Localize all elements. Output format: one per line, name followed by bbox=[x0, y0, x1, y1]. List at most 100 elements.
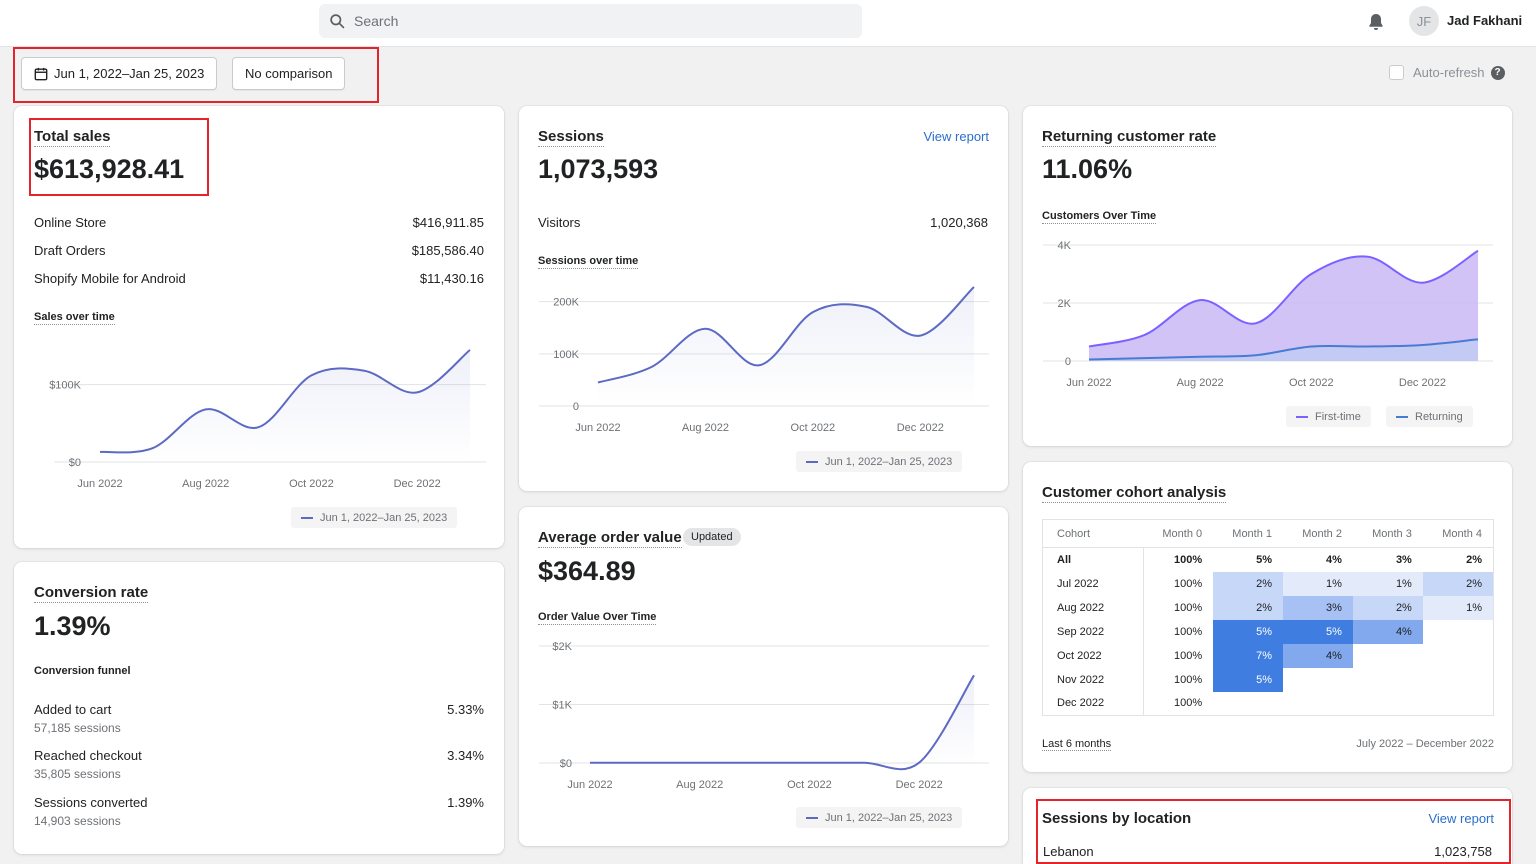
comparison-label: No comparison bbox=[245, 66, 333, 81]
x-tick-label: Dec 2022 bbox=[1399, 377, 1446, 389]
cohort-footer-right: July 2022 – December 2022 bbox=[1356, 738, 1494, 750]
cohort-header-cell: Month 2 bbox=[1283, 519, 1353, 548]
funnel-step-sessions: 35,805 sessions bbox=[34, 767, 121, 781]
series-line bbox=[1088, 249, 1479, 348]
cohort-cell: Dec 2022 bbox=[1042, 691, 1144, 716]
series-area bbox=[590, 675, 974, 770]
legend-swatch bbox=[301, 516, 313, 519]
cohort-cell: 100% bbox=[1173, 697, 1203, 710]
legend-swatch bbox=[806, 460, 818, 463]
series-line bbox=[99, 349, 471, 454]
funnel-step-label: Added to cart bbox=[34, 702, 112, 717]
calendar-icon bbox=[34, 67, 48, 80]
sessions-chart-title[interactable]: Sessions over time bbox=[538, 255, 639, 269]
customers-chart-title[interactable]: Customers Over Time bbox=[1042, 210, 1157, 224]
x-tick-label: Aug 2022 bbox=[1177, 377, 1224, 389]
funnel-step-label: Reached checkout bbox=[34, 748, 142, 763]
cohort-header-cell: Month 1 bbox=[1213, 519, 1284, 548]
cohort-header-cell: Month 0 bbox=[1143, 519, 1214, 548]
x-tick-label: Jun 2022 bbox=[77, 478, 122, 490]
date-range-button[interactable]: Jun 1, 2022–Jan 25, 2023 bbox=[21, 57, 218, 90]
search-input[interactable]: Search bbox=[319, 4, 862, 38]
cohort-row: Sep 2022 100% 5% 5% 4% bbox=[1042, 619, 1494, 644]
cohort-row: Dec 2022 100% bbox=[1042, 691, 1494, 716]
cohort-cell: 100% bbox=[1173, 601, 1203, 614]
cohort-cell: 2% bbox=[1422, 571, 1494, 596]
cohort-card: Customer cohort analysis Cohort Month 0 Mo… bbox=[1023, 462, 1512, 772]
y-tick-label: $0 bbox=[69, 457, 81, 469]
cohort-cell: 100% bbox=[1173, 553, 1203, 566]
cohort-cell: 100% bbox=[1173, 577, 1203, 590]
series-area bbox=[100, 349, 470, 462]
cohort-header-cell: Month 3 bbox=[1352, 519, 1423, 548]
conversion-title[interactable]: Conversion rate bbox=[34, 584, 149, 603]
date-range-label: Jun 1, 2022–Jan 25, 2023 bbox=[54, 66, 205, 81]
y-tick-label: 100K bbox=[553, 349, 579, 361]
x-tick-label: Dec 2022 bbox=[896, 779, 943, 791]
legend-swatch bbox=[1296, 415, 1308, 418]
cohort-cell: 1% bbox=[1283, 571, 1353, 596]
cohort-cell: 1% bbox=[1352, 571, 1423, 596]
cohort-cell: 4% bbox=[1283, 643, 1353, 668]
returning-value: 11.06% bbox=[1042, 154, 1133, 184]
cohort-cell bbox=[1423, 644, 1494, 668]
cohort-cell: 100% bbox=[1173, 625, 1203, 638]
updated-badge: Updated bbox=[683, 528, 741, 546]
location-title[interactable]: Sessions by location bbox=[1042, 810, 1192, 827]
sessions-view-report-link[interactable]: View report bbox=[923, 129, 989, 144]
returning-card: Returning customer rate 11.06% Customers… bbox=[1023, 106, 1512, 446]
y-tick-label: 2K bbox=[1058, 298, 1072, 310]
cohort-cell bbox=[1283, 668, 1353, 692]
location-view-report-link[interactable]: View report bbox=[1428, 811, 1494, 826]
cohort-cell: 4% bbox=[1326, 553, 1342, 566]
cohort-title[interactable]: Customer cohort analysis bbox=[1042, 484, 1227, 503]
cohort-table: Cohort Month 0 Month 1 Month 2 Month 3 Month … bbox=[1042, 519, 1494, 716]
cohort-cell: 5% bbox=[1256, 553, 1273, 566]
y-tick-label: 200K bbox=[553, 297, 579, 309]
legend-label: Jun 1, 2022–Jan 25, 2023 bbox=[825, 811, 953, 824]
cohort-cell: Nov 2022 bbox=[1042, 667, 1144, 692]
cohort-cell: 5% bbox=[1213, 667, 1284, 692]
series-area bbox=[1089, 339, 1478, 361]
cohort-cell bbox=[1283, 692, 1353, 716]
channel-label: Shopify Mobile for Android bbox=[34, 271, 186, 286]
cohort-cell: 3% bbox=[1283, 595, 1353, 620]
customers-chart: 0 2K 4K Jun 2022 Aug 2022 Oct 2022 Dec 2022 bbox=[1043, 240, 1493, 389]
total-sales-value: $613,928.41 bbox=[34, 154, 185, 184]
series-area bbox=[1089, 250, 1478, 361]
funnel-step-sessions: 57,185 sessions bbox=[34, 721, 121, 735]
aov-title[interactable]: Average order value bbox=[538, 529, 682, 548]
user-name[interactable]: Jad Fakhani bbox=[1447, 13, 1523, 28]
total-sales-title[interactable]: Total sales bbox=[34, 128, 111, 147]
search-icon bbox=[330, 13, 345, 28]
bell-icon[interactable] bbox=[1366, 12, 1386, 32]
avatar[interactable]: JF bbox=[1409, 6, 1439, 36]
conversion-card: Conversion rate 1.39% Conversion funnel … bbox=[14, 562, 504, 854]
series-line bbox=[597, 286, 975, 384]
cohort-row: Jul 2022 100% 2% 1% 1% 2% bbox=[1042, 571, 1494, 596]
cohort-row: Nov 2022 100% 5% bbox=[1042, 667, 1494, 692]
returning-title[interactable]: Returning customer rate bbox=[1042, 128, 1217, 147]
sales-chart-title[interactable]: Sales over time bbox=[34, 311, 115, 325]
cohort-header-cell: Month 4 bbox=[1422, 519, 1494, 548]
x-tick-label: Jun 2022 bbox=[1066, 377, 1111, 389]
cohort-cell: Jul 2022 bbox=[1042, 571, 1144, 596]
series-line bbox=[1088, 338, 1479, 361]
cohort-cell bbox=[1423, 668, 1494, 692]
sessions-title[interactable]: Sessions bbox=[538, 128, 604, 147]
legend-label: First-time bbox=[1315, 410, 1361, 423]
x-tick-label: Dec 2022 bbox=[394, 478, 441, 490]
aov-chart-title[interactable]: Order Value Over Time bbox=[538, 611, 657, 625]
help-icon[interactable]: ? bbox=[1490, 65, 1505, 80]
visitors-value: 1,020,368 bbox=[930, 215, 988, 230]
auto-refresh: Auto-refresh ? bbox=[1389, 65, 1505, 80]
x-tick-label: Jun 2022 bbox=[575, 422, 620, 434]
comparison-button[interactable]: No comparison bbox=[232, 57, 346, 90]
cohort-footer-left[interactable]: Last 6 months bbox=[1042, 738, 1112, 751]
cohort-cell bbox=[1423, 692, 1494, 716]
auto-refresh-checkbox[interactable] bbox=[1389, 65, 1404, 80]
cohort-cell bbox=[1213, 692, 1283, 716]
funnel-step-label: Sessions converted bbox=[34, 795, 148, 810]
cohort-cell: 4% bbox=[1352, 619, 1423, 644]
series-area bbox=[598, 287, 974, 406]
